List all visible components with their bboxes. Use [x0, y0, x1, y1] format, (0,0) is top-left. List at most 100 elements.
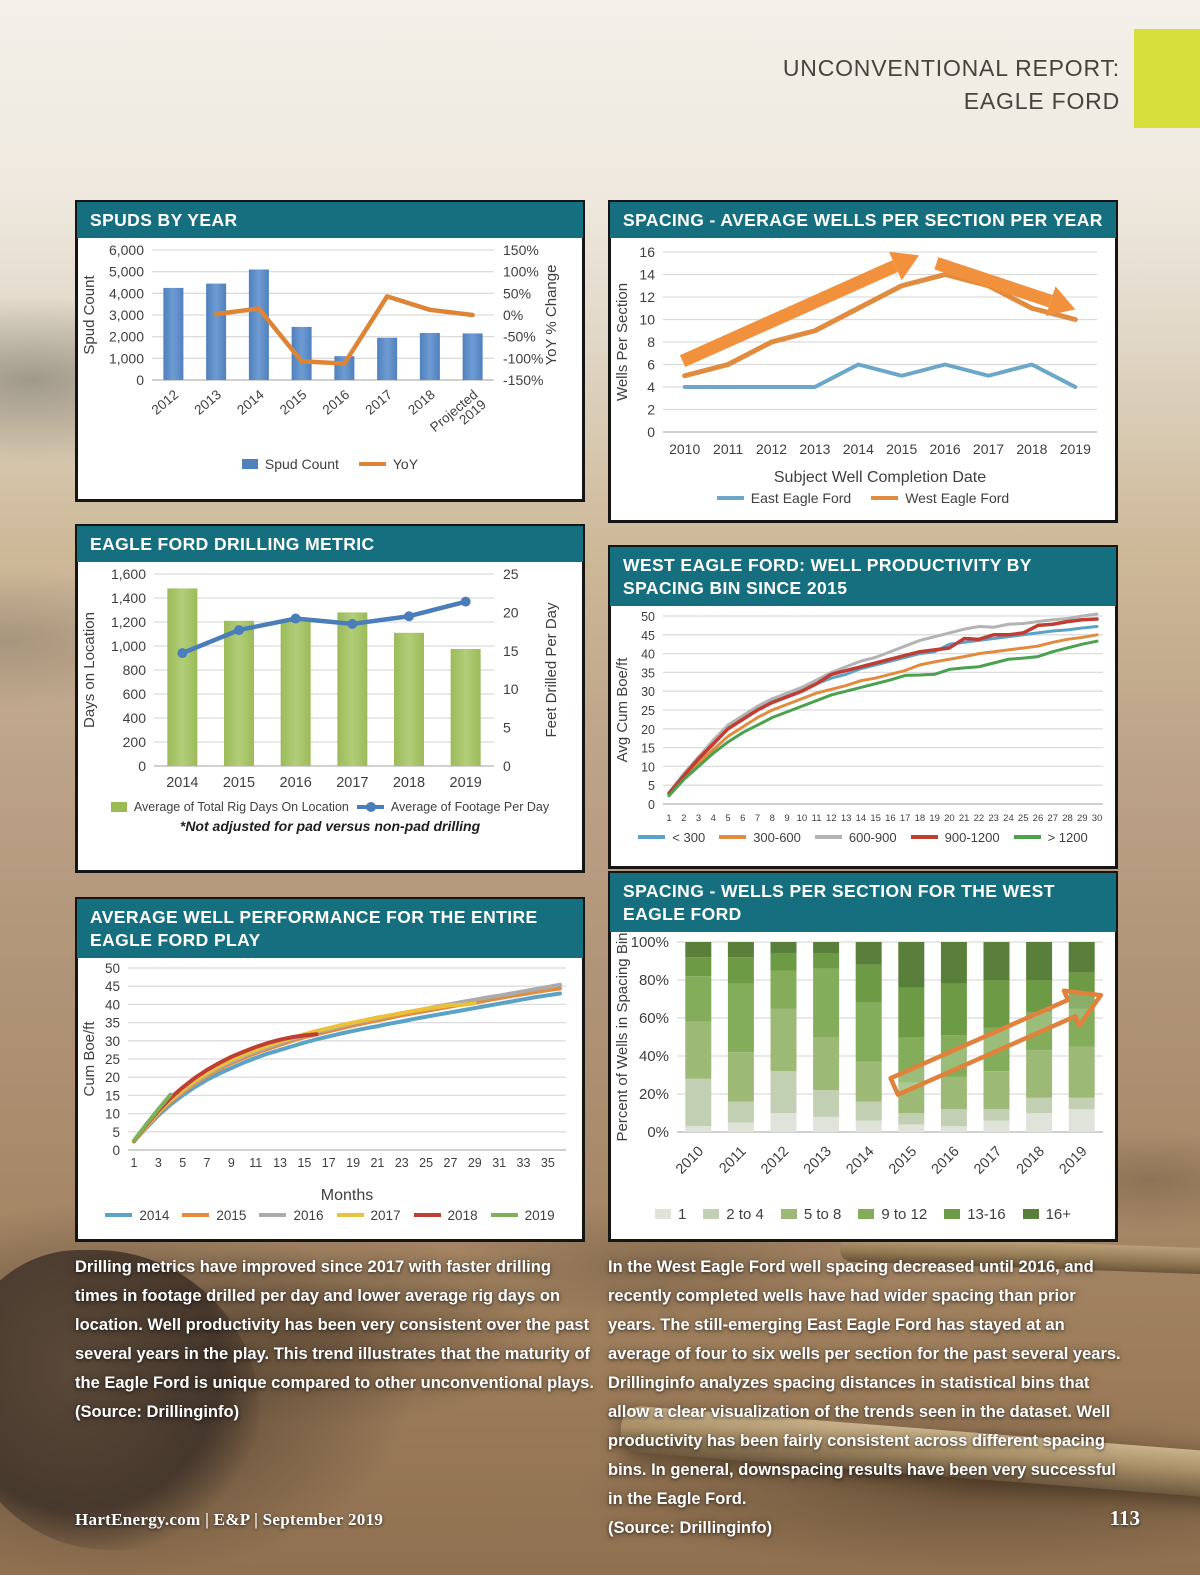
- legend-swatch: [356, 801, 384, 812]
- svg-text:5: 5: [179, 1156, 186, 1170]
- spacing-stacked-legend: 1 2 to 4 5 to 8 9 to 12 13-16 16+: [611, 1206, 1115, 1223]
- svg-text:2017: 2017: [362, 387, 395, 418]
- legend-swatch: [1022, 1209, 1039, 1219]
- stack-2011-3: [727, 983, 754, 1052]
- note-left: Drilling metrics have improved since 201…: [75, 1253, 594, 1427]
- legend-item: 600-900: [814, 830, 897, 845]
- svg-text:15: 15: [503, 643, 519, 659]
- svg-text:4,000: 4,000: [109, 285, 144, 301]
- legend-swatch: [858, 1209, 875, 1219]
- spacing-stacked-chart: 0% 20% 40% 60% 80% 100% Percent of Wells in Sp…: [611, 932, 1115, 1206]
- svg-text:2012: 2012: [149, 387, 182, 418]
- stack-2013-5: [813, 941, 840, 953]
- svg-text:2012: 2012: [756, 441, 787, 457]
- svg-text:17: 17: [900, 813, 911, 824]
- west-productivity-legend: < 300 300-600 600-900 900-1200 > 1200: [611, 830, 1115, 845]
- note-left-source: (Source: Drillinginfo): [75, 1403, 240, 1421]
- svg-text:2013: 2013: [191, 387, 224, 418]
- svg-text:0: 0: [136, 372, 144, 388]
- svg-text:2: 2: [647, 401, 655, 417]
- legend-item: 2016: [259, 1208, 324, 1223]
- svg-text:16: 16: [885, 813, 896, 824]
- legend-swatch: [241, 458, 258, 469]
- svg-text:20: 20: [105, 1070, 120, 1085]
- svg-text:35: 35: [641, 666, 655, 680]
- svg-text:31: 31: [492, 1156, 506, 1170]
- svg-text:19: 19: [929, 813, 940, 824]
- spacing-average-wells-title: SPACING - AVERAGE WELLS PER SECTION PER …: [610, 202, 1116, 238]
- stack-2010-2: [685, 1021, 712, 1079]
- legend-item: 2015: [182, 1208, 246, 1223]
- svg-text:2013: 2013: [801, 1143, 835, 1177]
- stack-2010-5: [685, 941, 712, 957]
- stack-2017-4: [983, 979, 1010, 1027]
- stack-2018-1: [1026, 1097, 1053, 1113]
- svg-text:50: 50: [641, 610, 655, 624]
- svg-text:30: 30: [641, 685, 655, 699]
- stack-2014-4: [855, 964, 882, 1003]
- svg-text:Days on Location: Days on Location: [81, 612, 98, 728]
- svg-text:11: 11: [249, 1156, 262, 1170]
- svg-text:25: 25: [1018, 813, 1029, 824]
- stack-2015-0: [898, 1123, 925, 1132]
- svg-text:20%: 20%: [639, 1086, 669, 1103]
- spacing-average-wells-panel: SPACING - AVERAGE WELLS PER SECTION PER …: [608, 200, 1118, 523]
- masthead-line1: UNCONVENTIONAL REPORT:: [782, 55, 1120, 81]
- svg-text:3: 3: [696, 813, 701, 824]
- legend-swatch: [654, 1209, 671, 1219]
- bar-2013: [206, 283, 227, 380]
- svg-text:-150%: -150%: [503, 372, 543, 388]
- svg-text:Percent of Wells in Spacing Bi: Percent of Wells in Spacing Bin: [614, 932, 631, 1141]
- average-well-performance-legend: 2014 2015 2016 2017 2018 2019: [78, 1208, 582, 1223]
- svg-text:21: 21: [959, 813, 970, 824]
- svg-text:16: 16: [639, 244, 655, 260]
- svg-text:2018: 2018: [405, 387, 438, 418]
- legend-item: 16+: [1022, 1206, 1071, 1223]
- svg-text:15: 15: [870, 813, 881, 824]
- svg-text:6: 6: [740, 813, 745, 824]
- svg-text:24: 24: [1003, 813, 1014, 824]
- svg-text:1: 1: [131, 1156, 138, 1170]
- legend-item: YoY: [358, 456, 418, 472]
- stack-2018-5: [1026, 941, 1053, 980]
- svg-text:50%: 50%: [503, 285, 531, 301]
- spacing-wells-per-section-west-eagle-ford-svg: 0% 20% 40% 60% 80% 100%Percent of Wells in Sp…: [614, 932, 1104, 1177]
- svg-text:Projected2019: Projected2019: [427, 387, 489, 445]
- svg-text:35: 35: [541, 1156, 555, 1170]
- svg-text:60%: 60%: [639, 1010, 669, 1027]
- stack-2019-1: [1068, 1097, 1095, 1109]
- spuds-by-year-panel: SPUDS BY YEAR 0 1,000 2,000 3,000 4,000 5,000…: [75, 200, 585, 502]
- stack-2010-3: [685, 975, 712, 1022]
- legend-item: 900-1200: [910, 830, 1000, 845]
- legend-swatch: [490, 1213, 518, 1217]
- legend-item: West Eagle Ford: [871, 490, 1009, 506]
- stack-2019-0: [1068, 1108, 1095, 1132]
- svg-text:1: 1: [666, 813, 671, 824]
- svg-text:2015: 2015: [886, 1143, 920, 1177]
- bar-2014: [248, 269, 269, 380]
- average-well-performance-panel: AVERAGE WELL PERFORMANCE FOR THE ENTIRE …: [75, 897, 585, 1242]
- legend-swatch: [110, 801, 127, 812]
- legend-item: 2017: [336, 1208, 401, 1223]
- svg-text:0%: 0%: [503, 307, 523, 323]
- stack-2016-4: [940, 983, 967, 1035]
- svg-text:29: 29: [468, 1156, 482, 1170]
- legend-item: East Eagle Ford: [716, 490, 851, 506]
- svg-text:20: 20: [503, 604, 519, 620]
- stack-2011-5: [727, 941, 754, 957]
- svg-text:600: 600: [123, 686, 147, 702]
- svg-text:Subject Well Completion Date: Subject Well Completion Date: [774, 469, 986, 486]
- west-productivity-panel: WEST EAGLE FORD: WELL PRODUCTIVITY BY SP…: [608, 545, 1118, 869]
- svg-text:2,000: 2,000: [109, 328, 144, 344]
- svg-text:Avg Cum Boe/ft: Avg Cum Boe/ft: [614, 656, 631, 762]
- stack-2011-2: [727, 1051, 754, 1102]
- spacing-stacked-panel: SPACING - WELLS PER SECTION FOR THE WEST…: [608, 871, 1118, 1242]
- report-masthead: UNCONVENTIONAL REPORT: EAGLE FORD: [783, 52, 1120, 118]
- svg-text:Months: Months: [321, 1187, 373, 1204]
- svg-text:12: 12: [826, 813, 837, 824]
- stack-2013-0: [813, 1116, 840, 1132]
- svg-text:2016: 2016: [320, 387, 353, 418]
- svg-text:2014: 2014: [843, 1143, 877, 1177]
